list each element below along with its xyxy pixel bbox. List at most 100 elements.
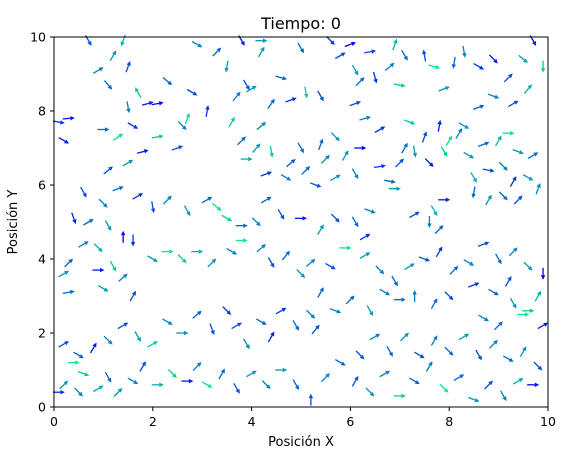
arrow-mark xyxy=(351,64,359,76)
arrow-mark xyxy=(73,351,84,359)
arrow-mark xyxy=(383,179,396,184)
arrow-mark xyxy=(233,382,240,394)
arrow-mark xyxy=(485,194,492,206)
arrow-mark xyxy=(427,216,432,228)
arrow-mark xyxy=(401,49,408,61)
arrow-mark xyxy=(484,380,493,390)
x-axis-label: Posición X xyxy=(268,435,334,450)
arrow-mark xyxy=(126,101,131,114)
arrow-mark xyxy=(395,158,405,168)
arrow-mark xyxy=(438,86,450,92)
arrow-mark xyxy=(212,202,222,212)
arrow-mark xyxy=(318,138,324,151)
arrow-mark xyxy=(246,370,257,378)
arrow-mark xyxy=(162,195,172,205)
arrow-mark xyxy=(109,260,117,272)
arrow-mark xyxy=(504,276,512,287)
arrow-mark xyxy=(151,101,164,106)
arrow-mark xyxy=(509,176,517,187)
arrow-mark xyxy=(281,250,291,261)
arrow-mark xyxy=(540,267,546,280)
arrow-mark xyxy=(201,196,213,204)
y-tick-label: 8 xyxy=(38,104,46,119)
arrow-mark xyxy=(488,54,498,64)
arrow-mark xyxy=(522,174,534,181)
arrow-mark xyxy=(470,172,477,183)
arrow-mark xyxy=(320,373,330,383)
arrow-mark xyxy=(487,93,500,99)
arrow-mark xyxy=(341,150,349,161)
arrow-mark xyxy=(205,105,210,118)
arrow-mark xyxy=(127,122,139,129)
arrow-mark xyxy=(77,371,90,377)
arrow-mark xyxy=(136,149,149,154)
arrow-mark xyxy=(392,38,398,51)
arrow-mark xyxy=(306,309,316,319)
arrow-mark xyxy=(80,186,87,198)
arrow-mark xyxy=(430,335,438,346)
arrow-mark xyxy=(186,88,198,96)
arrow-mark xyxy=(176,330,189,336)
arrow-mark xyxy=(438,197,451,202)
arrow-mark xyxy=(311,324,320,335)
arrow-mark xyxy=(428,64,441,70)
arrow-mark xyxy=(379,288,391,296)
arrow-mark xyxy=(257,46,265,58)
arrow-mark xyxy=(522,308,535,313)
arrow-mark xyxy=(191,249,204,254)
arrow-mark xyxy=(403,119,416,125)
arrow-mark xyxy=(540,60,546,73)
arrow-mark xyxy=(493,321,503,331)
x-tick-label: 2 xyxy=(149,414,157,429)
arrow-mark xyxy=(226,248,238,255)
arrow-mark xyxy=(386,345,393,357)
plot-area xyxy=(53,36,549,408)
arrow-mark xyxy=(251,217,261,227)
arrow-mark xyxy=(232,91,241,102)
y-tick-label: 4 xyxy=(38,252,46,267)
arrow-mark xyxy=(301,165,311,175)
arrow-mark xyxy=(375,265,385,275)
x-tick-label: 8 xyxy=(445,414,453,429)
arrow-mark xyxy=(252,143,261,154)
arrow-mark xyxy=(455,128,463,139)
x-tick-label: 6 xyxy=(346,414,354,429)
arrow-mark xyxy=(369,333,381,341)
arrow-mark xyxy=(97,127,110,132)
arrow-mark xyxy=(374,164,386,169)
arrow-mark xyxy=(359,252,371,259)
arrow-mark xyxy=(412,290,417,302)
arrow-mark xyxy=(393,393,406,399)
arrow-mark xyxy=(64,258,74,268)
arrow-mark xyxy=(508,247,518,257)
arrow-mark xyxy=(472,104,485,110)
arrow-mark xyxy=(113,387,123,397)
arrow-mark xyxy=(256,121,267,131)
arrow-mark xyxy=(255,38,268,43)
arrow-mark xyxy=(434,225,444,235)
arrow-mark xyxy=(93,243,103,253)
arrow-mark xyxy=(374,126,386,134)
arrow-mark xyxy=(181,378,194,384)
arrow-mark xyxy=(425,361,433,372)
arrow-mark xyxy=(478,314,489,322)
arrow-mark xyxy=(401,142,408,154)
arrow-mark xyxy=(502,355,514,362)
arrow-mark xyxy=(92,67,104,74)
chart-title: Tiempo: 0 xyxy=(260,14,341,33)
arrow-mark xyxy=(62,289,75,295)
arrow-mark xyxy=(120,230,126,243)
arrow-mark xyxy=(243,79,250,91)
arrow-mark xyxy=(103,166,113,175)
arrow-mark xyxy=(130,234,136,247)
arrow-mark xyxy=(297,42,304,54)
arrow-mark xyxy=(393,83,406,88)
arrow-mark xyxy=(507,100,519,108)
arrow-mark xyxy=(275,367,288,373)
arrow-mark xyxy=(502,131,515,136)
arrow-mark xyxy=(499,390,507,402)
arrow-mark xyxy=(147,255,158,262)
arrow-mark xyxy=(409,377,420,385)
arrow-mark xyxy=(280,174,292,181)
arrow-mark xyxy=(221,214,233,222)
